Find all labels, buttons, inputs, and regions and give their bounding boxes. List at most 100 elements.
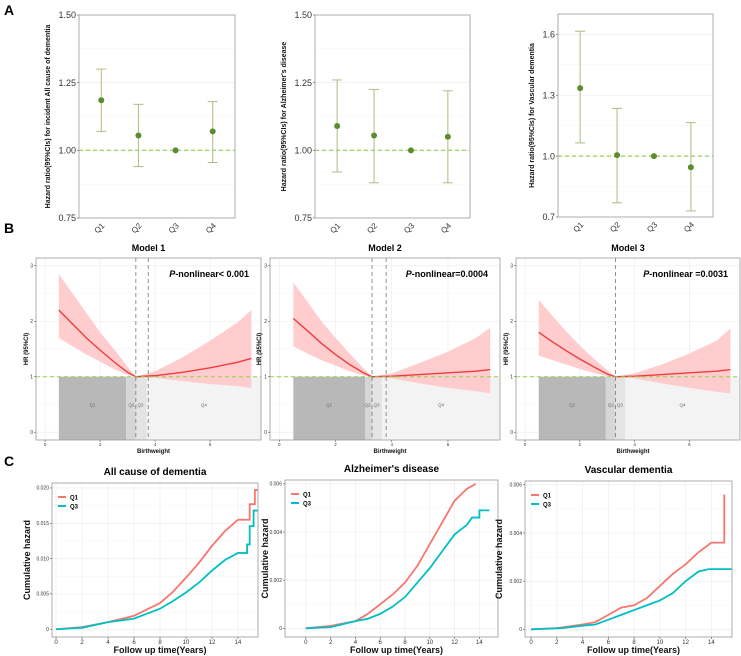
x-tick-label: 6 xyxy=(447,442,450,447)
series-line-q3 xyxy=(55,509,258,631)
y-axis-title: HR (95%CI) xyxy=(504,333,510,365)
y-tick-label: 0.020 xyxy=(36,486,49,492)
x-tick-label: 6 xyxy=(688,442,691,447)
x-tick-label: 6 xyxy=(379,640,383,646)
x-tick-label: 6 xyxy=(607,640,611,646)
x-tick-label: 0 xyxy=(54,640,58,646)
quartile-region-q1 xyxy=(293,376,366,440)
confidence-band xyxy=(293,282,491,394)
data-point-q2 xyxy=(614,152,621,159)
chart-c-3: Q1 Q3 Vascular dementia 0 0.002 0.004 0.006 0 2 4… xyxy=(494,465,733,655)
quartile-label: Q2 xyxy=(365,402,372,407)
y-tick-label: 0.005 xyxy=(36,592,49,598)
series-line-q1 xyxy=(55,489,258,631)
plot-frame xyxy=(51,482,259,638)
x-tick-label: 8 xyxy=(158,640,162,646)
p-value-text: -nonlinear =0.0031 xyxy=(649,269,728,279)
y-axis-title: Hazard ratio(95%CIs) for Alzheimer's dis… xyxy=(281,42,288,192)
quartile-region-q3 xyxy=(615,376,625,440)
y-axis-title: Cumulative hazard xyxy=(22,520,32,600)
quartile-label: Q3 xyxy=(617,402,624,407)
x-tick-label: 4 xyxy=(633,442,636,447)
x-tick-label: 0 xyxy=(44,442,47,447)
chart-c-2: Q1 Q3 Alzheimer's disease 0 0.002 0.004 0.006 0… xyxy=(260,464,499,655)
quartile-label: Q4 xyxy=(438,402,445,407)
x-tick-label: 10 xyxy=(426,640,433,646)
x-tick-label: 4 xyxy=(390,442,393,447)
y-tick-label: 0.015 xyxy=(36,521,49,527)
y-tick-label: 0 xyxy=(30,430,33,436)
series-line-q3 xyxy=(531,568,732,631)
model-title: Model 3 xyxy=(611,243,645,253)
y-tick-label: 0.7 xyxy=(542,212,555,222)
y-tick-label: 1.25 xyxy=(294,78,312,88)
y-tick-label: 1.6 xyxy=(542,29,555,39)
x-tick-label: Q3 xyxy=(402,221,416,235)
x-tick-label: 6 xyxy=(209,442,212,447)
p-nonlinear-annotation: P-nonlinear =0.0031 xyxy=(643,269,728,279)
y-tick-label: 0.006 xyxy=(269,482,282,488)
quartile-label: Q1 xyxy=(326,402,333,407)
confidence-band xyxy=(538,300,731,394)
x-tick-label: 0 xyxy=(278,442,281,447)
x-tick-label: 2 xyxy=(555,640,559,646)
y-tick-label: 1 xyxy=(30,374,33,380)
quartile-label: Q1 xyxy=(569,402,576,407)
x-tick-label: 14 xyxy=(235,640,242,646)
quartile-region-q3 xyxy=(135,376,147,440)
chart-a-2: Q1 Q2 Q3 Q4 0.75 1.00 1.25 1.50 Hazard ratio(95%… xyxy=(281,10,471,235)
series-line-q3 xyxy=(305,509,490,630)
x-axis-title: Birthweight xyxy=(617,449,650,455)
y-axis-title: Hazard ratio(95%CIs) for incident All ca… xyxy=(45,25,52,209)
y-tick-label: 0 xyxy=(519,627,522,633)
p-value-text: -nonlinear< 0.001 xyxy=(175,269,249,279)
data-point-q2 xyxy=(135,132,142,139)
hr-curve xyxy=(292,317,491,378)
p-nonlinear-annotation: P-nonlinear< 0.001 xyxy=(169,269,249,279)
x-axis-title: Follow up time(Years) xyxy=(587,645,680,655)
plot-frame xyxy=(524,480,733,638)
x-axis-title: Follow up time(Years) xyxy=(350,645,443,655)
x-tick-label: 8 xyxy=(403,640,407,646)
chart-a-1: Q1 Q2 Q3 Q4 0.75 1.00 1.25 1.50 Hazard ratio(95%… xyxy=(45,10,236,235)
p-nonlinear-annotation: P-nonlinear=0.0004 xyxy=(406,269,488,279)
model-title: Model 2 xyxy=(368,243,402,253)
x-tick-label: 2 xyxy=(579,442,582,447)
quartile-label: Q3 xyxy=(374,402,381,407)
x-tick-label: 14 xyxy=(476,640,483,646)
chart-b-1: Q1 Q2 Q3 Q4 Model 1 P-nonlinear< 0.001 0 1 2 3 0 2 4… xyxy=(24,243,262,455)
x-tick-label: 2 xyxy=(334,442,337,447)
y-tick-label: 1.50 xyxy=(294,10,312,20)
y-tick-label: 3 xyxy=(264,264,267,270)
x-tick-label: 10 xyxy=(183,640,190,646)
y-tick-label: 1 xyxy=(510,374,513,380)
x-axis-title: Birthweight xyxy=(137,449,170,455)
model-title: Model 1 xyxy=(132,243,166,253)
x-tick-label: Q1 xyxy=(93,221,107,235)
quartile-region-q2 xyxy=(126,376,136,440)
quartile-label: Q3 xyxy=(137,402,144,407)
x-tick-label: Q1 xyxy=(571,220,585,234)
x-tick-label: Q1 xyxy=(328,221,342,235)
x-tick-label: 8 xyxy=(632,640,636,646)
data-point-q3 xyxy=(172,147,179,154)
legend-label: Q1 xyxy=(303,493,312,499)
legend-label: Q1 xyxy=(543,494,552,500)
y-axis-title: HR (95%CI) xyxy=(24,333,30,365)
quartile-region-q4 xyxy=(146,376,261,440)
quartile-label: Q2 xyxy=(128,402,135,407)
chart-b-3: Q1 Q2 Q3 Q4 Model 3 P-nonlinear =0.0031 0 1 2 3 0 2… xyxy=(504,243,741,455)
x-tick-label: 12 xyxy=(209,640,216,646)
panel-label-a: A xyxy=(4,2,14,18)
plot-frame xyxy=(284,479,499,638)
quartile-region-q1 xyxy=(538,376,606,440)
p-italic: P xyxy=(406,269,413,279)
plot-frame xyxy=(35,257,262,441)
hr-curve xyxy=(538,331,731,378)
y-tick-label: 2 xyxy=(30,319,33,325)
data-point-q3 xyxy=(407,147,414,154)
data-point-q4 xyxy=(687,164,694,171)
y-tick-label: 1.0 xyxy=(542,151,555,161)
y-tick-label: 0 xyxy=(46,627,49,633)
